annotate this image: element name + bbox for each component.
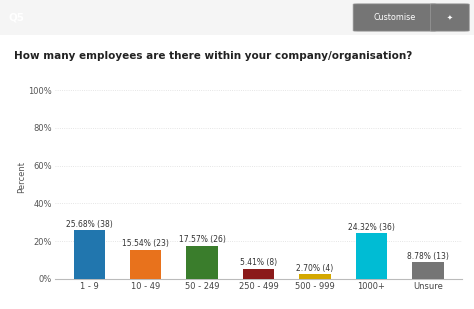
FancyBboxPatch shape <box>430 4 469 31</box>
Text: Q5: Q5 <box>9 12 25 23</box>
Text: 25.68% (38): 25.68% (38) <box>66 220 112 229</box>
Text: Customise: Customise <box>374 13 416 22</box>
Y-axis label: Percent: Percent <box>17 161 26 193</box>
Bar <box>130 250 161 279</box>
Bar <box>356 233 387 279</box>
Text: 15.54% (23): 15.54% (23) <box>122 239 169 248</box>
FancyBboxPatch shape <box>353 4 436 31</box>
Text: 17.57% (26): 17.57% (26) <box>179 235 226 244</box>
Bar <box>73 231 105 279</box>
Text: ✦: ✦ <box>447 15 453 20</box>
Bar <box>300 274 330 279</box>
Bar <box>412 262 444 279</box>
Bar <box>243 269 274 279</box>
Text: How many employees are there within your company/organisation?: How many employees are there within your… <box>14 51 412 61</box>
Bar <box>186 246 218 279</box>
Text: 8.78% (13): 8.78% (13) <box>407 252 449 261</box>
Text: 24.32% (36): 24.32% (36) <box>348 223 395 232</box>
Text: 2.70% (4): 2.70% (4) <box>296 264 334 273</box>
Text: 5.41% (8): 5.41% (8) <box>240 258 277 268</box>
